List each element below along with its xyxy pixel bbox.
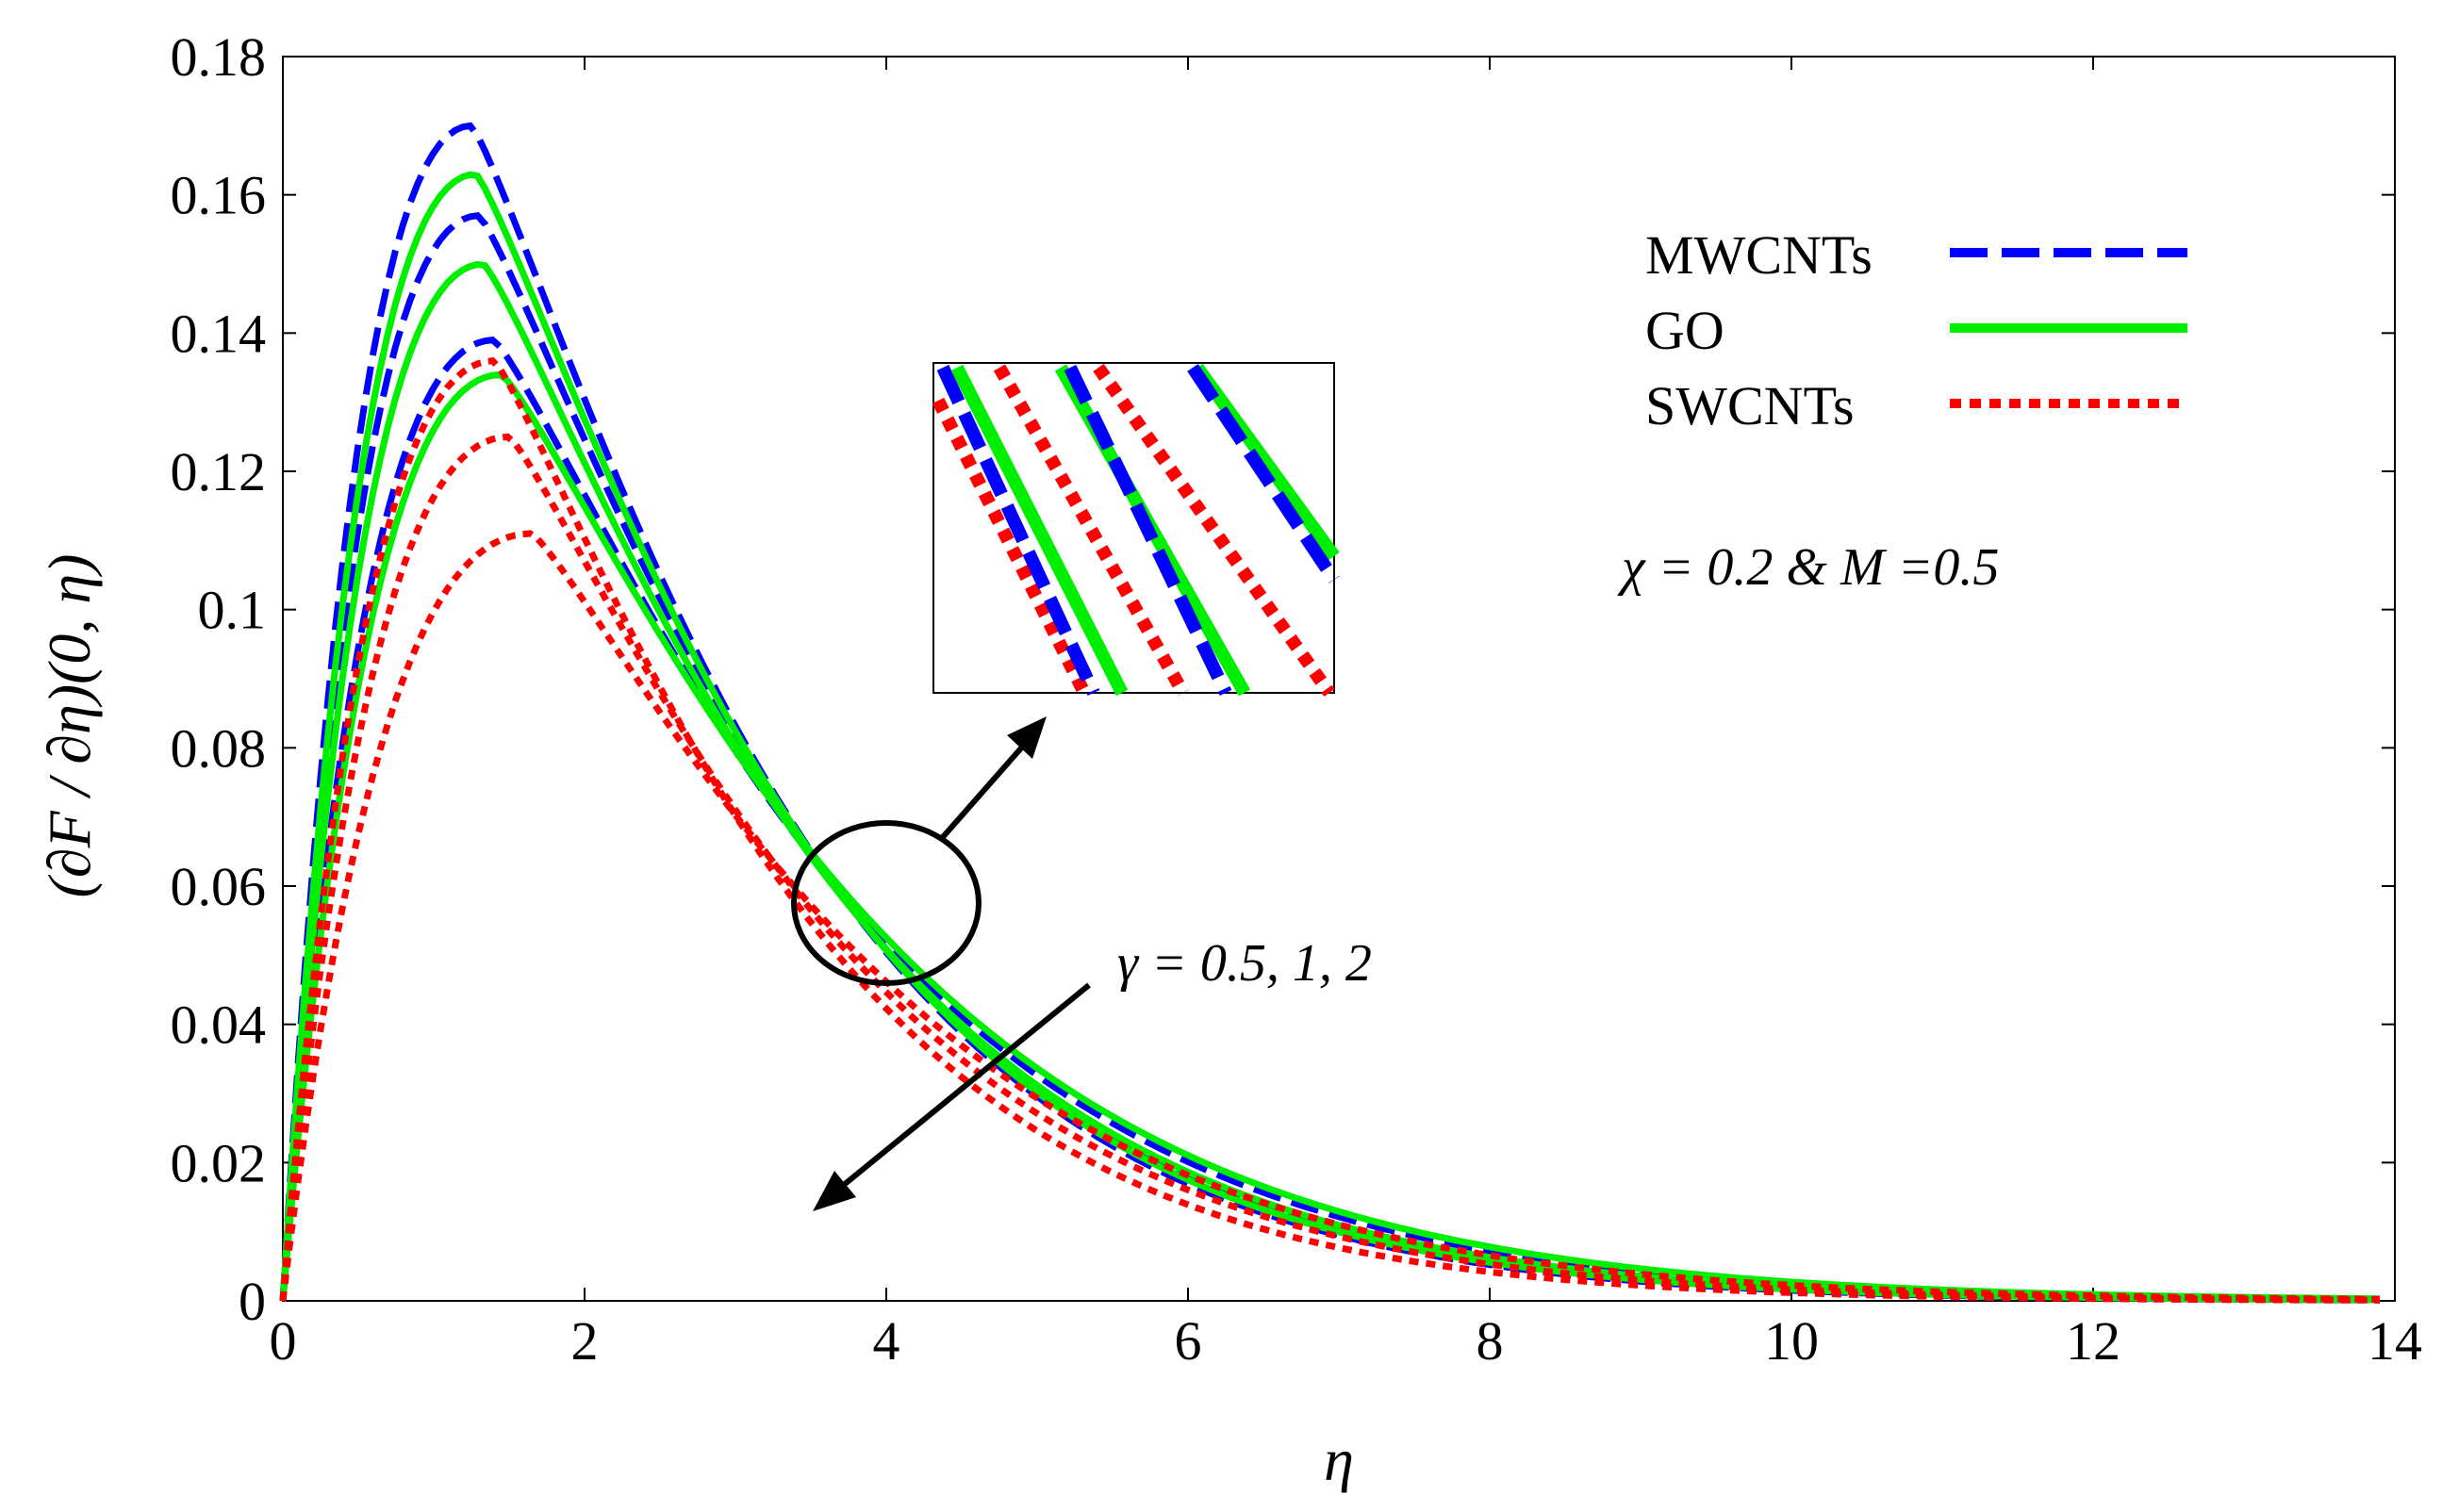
x-tick-label: 6: [1175, 1310, 1202, 1372]
y-tick-label: 0.1: [198, 580, 267, 641]
plot-frame: [282, 56, 2396, 1302]
zoom-ellipse: [791, 820, 982, 986]
inset-line-4: [993, 364, 1190, 697]
y-axis-label: (∂F / ∂η)(0, η): [36, 554, 103, 898]
x-tick-label: 14: [2368, 1310, 2422, 1372]
tick-labels: 0 2 4 6 8 10 12 14 0 0.02 0.04 0.06 0.08 0.1 0.12 0.14 0…: [171, 26, 2423, 1372]
y-tick-label: 0.08: [171, 717, 267, 779]
y-tick-label: 0: [239, 1271, 266, 1332]
legend-label-go: GO: [1645, 300, 1724, 361]
y-tick-label: 0.18: [171, 26, 267, 88]
x-axis-label: η: [1324, 1426, 1354, 1493]
y-tick-label: 0.04: [171, 994, 267, 1056]
series-curves: [279, 122, 2381, 1304]
x-tick-label: 0: [270, 1310, 297, 1372]
series-line-7: [279, 357, 2381, 1304]
series-line-1: [279, 122, 2380, 1304]
x-tick-label: 10: [1764, 1310, 1819, 1372]
y-tick-label: 0.06: [171, 856, 267, 917]
gamma-annotation: γ = 0.5, 1, 2: [1117, 934, 1372, 993]
inset-line-2: [936, 365, 1100, 696]
y-tick-label: 0.16: [171, 165, 267, 226]
params-annotation: χ = 0.2 & M =0.5: [1617, 538, 1999, 597]
legend: MWCNTs GO SWCNTs: [1645, 224, 2187, 436]
inset-curves: [932, 363, 1340, 698]
inset-frame: [932, 362, 1335, 694]
series-line-3: [279, 337, 2381, 1303]
inset-line-7: [1093, 363, 1335, 698]
inset-line-6: [1064, 364, 1232, 697]
inset-line-8: [1192, 363, 1340, 561]
y-tick-label: 0.14: [171, 303, 267, 364]
series-line-6: [279, 370, 2381, 1303]
x-tick-label: 12: [2066, 1310, 2120, 1372]
inset-line-1: [932, 397, 1091, 697]
y-tick-label: 0.02: [171, 1132, 267, 1193]
gamma-arrow-head: [813, 1171, 856, 1211]
series-line-8: [279, 433, 2380, 1304]
axes-frame: [282, 56, 2396, 1302]
x-tick-label: 4: [873, 1310, 900, 1372]
zoom-arrow: [940, 733, 1035, 839]
inset-line-9: [1187, 364, 1340, 583]
gamma-arrow: [833, 982, 1091, 1195]
series-line-9: [279, 530, 2380, 1303]
legend-label-swcnts: SWCNTs: [1645, 375, 1855, 436]
inset-zoom: [932, 362, 1340, 698]
inset-line-3: [950, 364, 1129, 697]
x-tick-label: 8: [1477, 1310, 1504, 1372]
zoom-arrow-head: [1007, 716, 1047, 759]
legend-label-mwcnts: MWCNTs: [1645, 224, 1873, 286]
x-tick-label: 2: [571, 1310, 599, 1372]
y-tick-label: 0.12: [171, 441, 267, 502]
series-line-4: [279, 171, 2380, 1304]
